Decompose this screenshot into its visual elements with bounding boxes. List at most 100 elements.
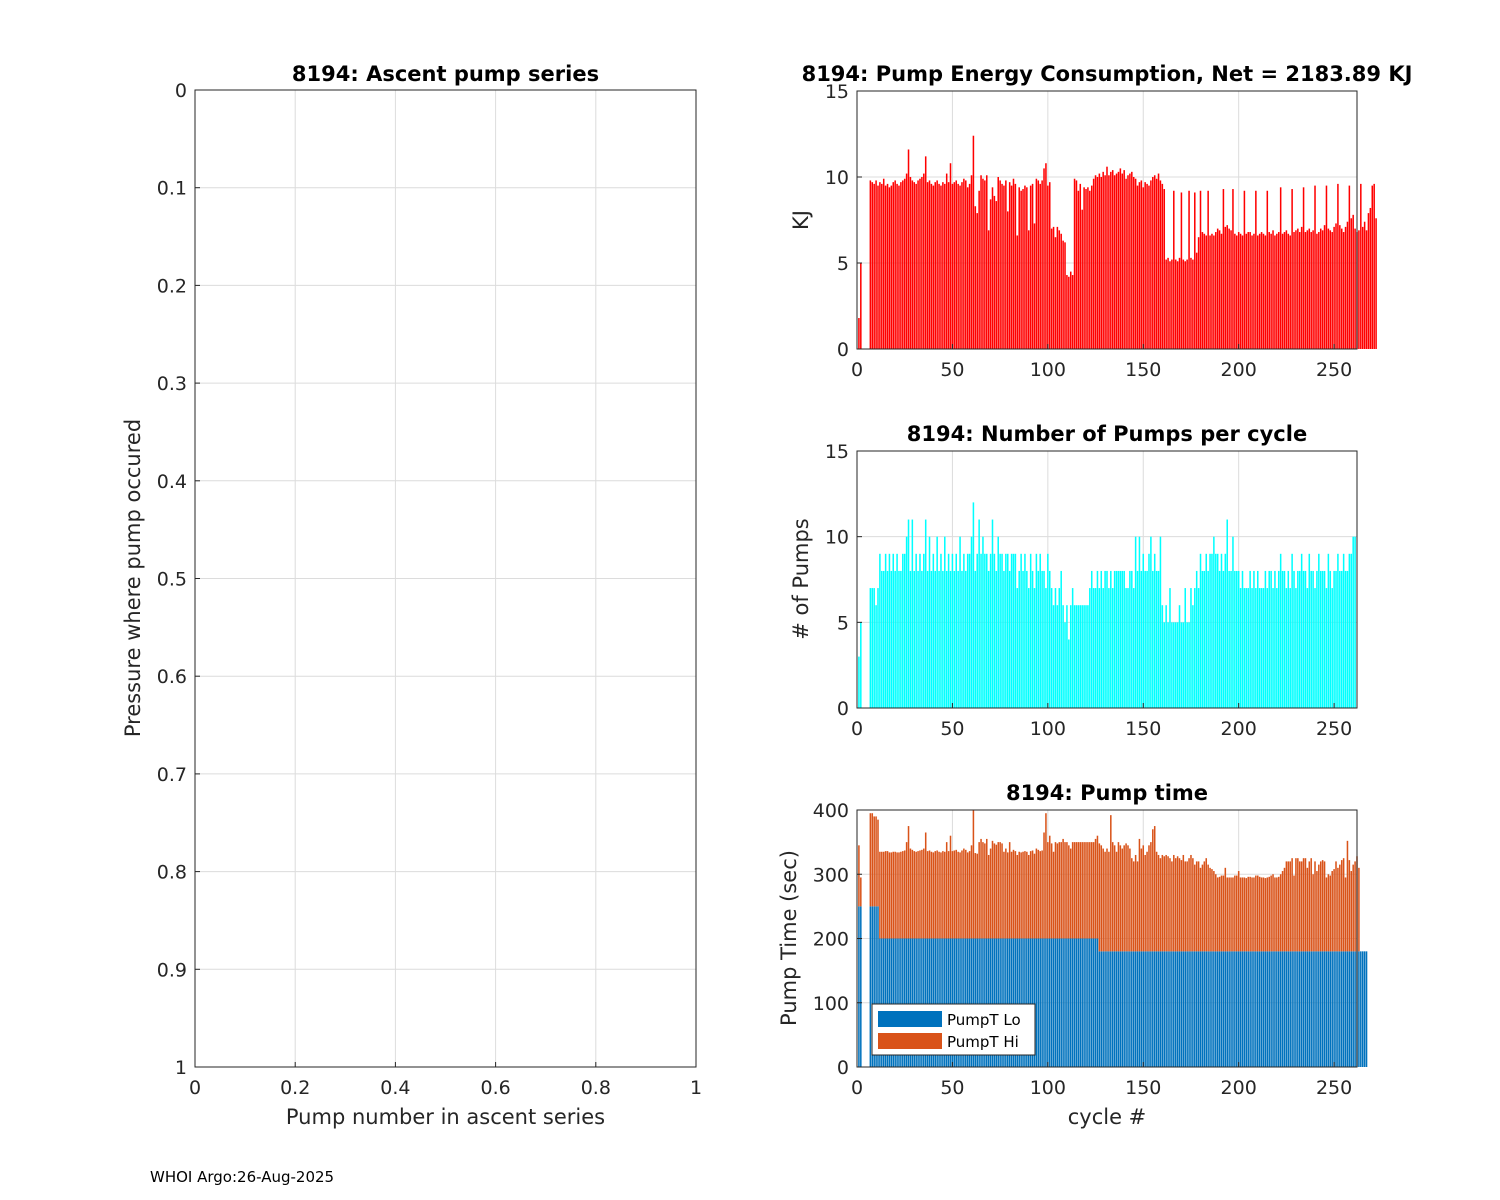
pumptime-hi-bar [915, 851, 917, 939]
energy-bar [1155, 178, 1158, 349]
pumps-bar [944, 536, 946, 708]
pumptime-hi-bar [905, 842, 908, 939]
pumptime-hi-bar [1110, 815, 1112, 952]
pumps-bar [976, 553, 978, 708]
pumps-bar [1306, 588, 1309, 708]
pumps-bar [1069, 605, 1072, 708]
pumps-bar [1243, 588, 1246, 708]
pumps-bar [1232, 536, 1234, 708]
pumptime-lo-bar [1329, 951, 1332, 1067]
energy-bar [1173, 190, 1175, 349]
energy-bar [1310, 232, 1312, 349]
pumptime-lo-bar [1148, 951, 1150, 1067]
energy-bar [1327, 228, 1330, 349]
pumps-bar [1108, 588, 1110, 708]
pumptime-lo-bar [991, 938, 994, 1067]
pumps-bar [890, 570, 893, 708]
pumptime-lo-bar [1306, 951, 1309, 1067]
pumptime-lo-bar [1045, 938, 1047, 1067]
energy-bar [1228, 228, 1230, 349]
pumps-bar [1190, 588, 1192, 708]
pumptime-hi-bar [1007, 852, 1009, 939]
pumptime-hi-bar [1016, 854, 1019, 939]
pumptime-hi-bar [873, 816, 875, 907]
pumptime-hi-bar [1008, 842, 1011, 939]
energy-bar [1020, 190, 1022, 349]
pumptime-lo-bar [1131, 951, 1133, 1067]
energy-bar [1094, 175, 1097, 349]
pumptime-lo-bar [1066, 938, 1068, 1067]
energy-bar [1276, 233, 1278, 349]
pumptime-lo-bar [1100, 951, 1103, 1067]
pumps-bar [1279, 553, 1282, 708]
pumps-bar [903, 553, 906, 708]
energy-bar [879, 182, 881, 349]
energy-bar [1218, 230, 1221, 349]
pumptime-hi-bar [1270, 875, 1272, 952]
pumptime-hi-bar [995, 844, 998, 939]
energy-bar [1129, 173, 1131, 349]
pumps-bar [1007, 553, 1009, 708]
pumps-bar [1331, 588, 1333, 708]
pumptime-lo-bar [1140, 951, 1143, 1067]
pumptime-lo-bar [1337, 951, 1339, 1067]
pumptime-hi-bar [980, 838, 982, 939]
energy-bar [1161, 183, 1164, 349]
pumps-bar [1064, 622, 1066, 708]
energy-bar [1146, 183, 1148, 349]
pumps-x-tick-label: 150 [1125, 718, 1161, 740]
pumptime-lo-bar [1073, 938, 1076, 1067]
pumptime-hi-bar [1306, 867, 1309, 952]
pumps-bar [1087, 605, 1089, 708]
pumps-bar [1045, 588, 1047, 708]
pumptime-lo-bar [1033, 938, 1036, 1067]
energy-bar [1213, 235, 1215, 349]
pumps-bar [1066, 605, 1068, 708]
energy-bar [1039, 183, 1041, 349]
pumptime-hi-bar [1255, 875, 1257, 952]
pumptime-lo-bar [896, 938, 898, 1067]
energy-bar [1148, 185, 1150, 349]
pumptime-lo-bar [1277, 951, 1280, 1067]
pumptime-lo-bar [986, 938, 988, 1067]
pumps-bar [1249, 570, 1251, 708]
footer-text: WHOI Argo:26-Aug-2025 [150, 1168, 334, 1186]
energy-bar [944, 183, 946, 349]
pumptime-hi-bar [1253, 877, 1255, 952]
energy-bar [934, 182, 937, 349]
pumptime-lo-bar [1052, 938, 1055, 1067]
energy-bar [1106, 166, 1108, 349]
pumptime-lo-bar [1113, 951, 1116, 1067]
pumptime-hi-bar [858, 845, 860, 907]
pumps-bar [1043, 570, 1045, 708]
pumptime-hi-bar [947, 851, 950, 939]
pumps-bar [1300, 553, 1303, 708]
pumptime-hi-bar [888, 852, 891, 939]
pumptime-hi-bar [1304, 858, 1307, 952]
pumptime-hi-bar [1155, 851, 1158, 952]
pumptime-hi-bar [1022, 851, 1024, 939]
pumps-bar [1205, 553, 1207, 708]
energy-bar [1029, 185, 1032, 349]
energy-bar [1354, 228, 1356, 349]
energy-bar [884, 185, 887, 349]
pumps-bar [1001, 553, 1003, 708]
pumptime-hi-bar [999, 842, 1001, 939]
pumptime-hi-bar [1138, 838, 1141, 952]
pumptime-hi-bar [1340, 860, 1343, 952]
pumps-bar [1194, 588, 1196, 708]
energy-bar [955, 180, 957, 349]
pumps-bar [1354, 536, 1356, 708]
pumps-bar [1010, 553, 1013, 708]
pumptime-hi-bar [1018, 851, 1020, 939]
pumptime-lo-bar [1188, 951, 1190, 1067]
pumptime-hi-bar [1207, 864, 1209, 952]
pumptime-hi-bar [907, 826, 910, 939]
pumptime-lo-bar [955, 938, 957, 1067]
pumps-bar [1203, 570, 1206, 708]
energy-bar [1110, 171, 1112, 349]
energy-bar [877, 185, 879, 349]
pumps-bar [1215, 553, 1217, 708]
pumps-bar [1050, 588, 1053, 708]
pumptime-hi-bar [1024, 851, 1026, 939]
